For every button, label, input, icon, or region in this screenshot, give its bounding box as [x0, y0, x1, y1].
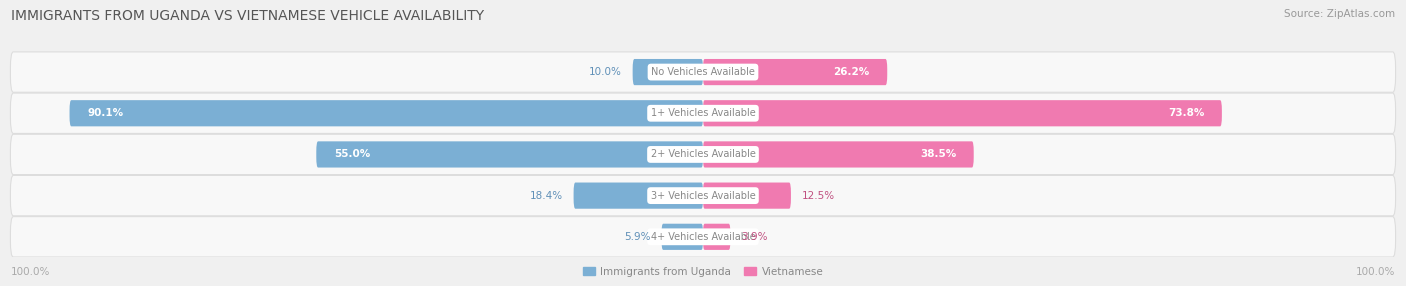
- Text: 18.4%: 18.4%: [530, 191, 564, 200]
- FancyBboxPatch shape: [10, 217, 1396, 257]
- FancyBboxPatch shape: [574, 182, 703, 209]
- Text: Source: ZipAtlas.com: Source: ZipAtlas.com: [1284, 9, 1395, 19]
- FancyBboxPatch shape: [661, 224, 703, 250]
- Text: No Vehicles Available: No Vehicles Available: [651, 67, 755, 77]
- Text: 4+ Vehicles Available: 4+ Vehicles Available: [651, 232, 755, 242]
- Text: 100.0%: 100.0%: [1355, 267, 1395, 277]
- Text: 3.9%: 3.9%: [741, 232, 768, 242]
- FancyBboxPatch shape: [703, 224, 731, 250]
- FancyBboxPatch shape: [69, 100, 703, 126]
- FancyBboxPatch shape: [703, 141, 974, 168]
- Text: IMMIGRANTS FROM UGANDA VS VIETNAMESE VEHICLE AVAILABILITY: IMMIGRANTS FROM UGANDA VS VIETNAMESE VEH…: [11, 9, 485, 23]
- FancyBboxPatch shape: [703, 182, 792, 209]
- FancyBboxPatch shape: [703, 59, 887, 85]
- FancyBboxPatch shape: [10, 52, 1396, 92]
- FancyBboxPatch shape: [10, 175, 1396, 216]
- FancyBboxPatch shape: [10, 93, 1396, 134]
- Text: 10.0%: 10.0%: [589, 67, 621, 77]
- Text: 55.0%: 55.0%: [335, 150, 370, 159]
- FancyBboxPatch shape: [316, 141, 703, 168]
- Text: 73.8%: 73.8%: [1168, 108, 1204, 118]
- Text: 1+ Vehicles Available: 1+ Vehicles Available: [651, 108, 755, 118]
- FancyBboxPatch shape: [703, 100, 1222, 126]
- Text: 2+ Vehicles Available: 2+ Vehicles Available: [651, 150, 755, 159]
- Legend: Immigrants from Uganda, Vietnamese: Immigrants from Uganda, Vietnamese: [578, 263, 828, 281]
- FancyBboxPatch shape: [633, 59, 703, 85]
- Text: 5.9%: 5.9%: [624, 232, 651, 242]
- Text: 3+ Vehicles Available: 3+ Vehicles Available: [651, 191, 755, 200]
- Text: 90.1%: 90.1%: [87, 108, 124, 118]
- FancyBboxPatch shape: [10, 134, 1396, 175]
- Text: 38.5%: 38.5%: [920, 150, 956, 159]
- Text: 12.5%: 12.5%: [801, 191, 835, 200]
- Text: 100.0%: 100.0%: [11, 267, 51, 277]
- Text: 26.2%: 26.2%: [834, 67, 869, 77]
